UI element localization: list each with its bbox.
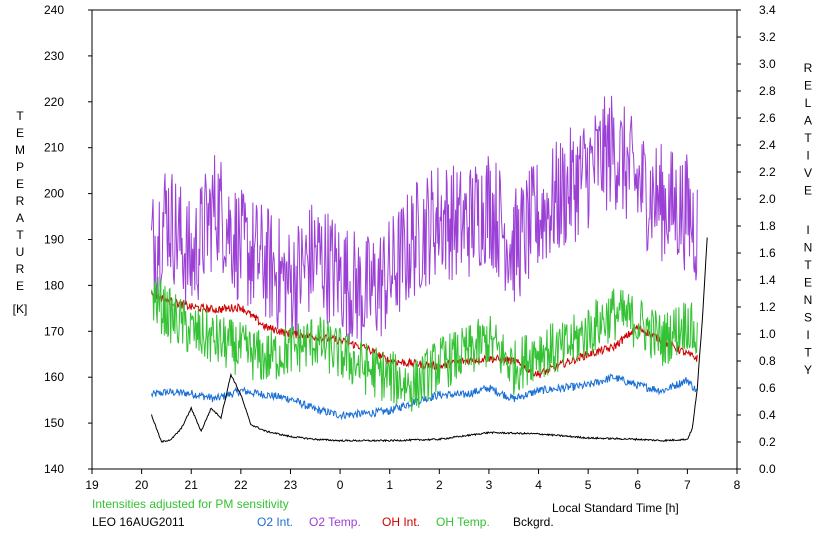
right-axis-title-letter: T — [804, 258, 812, 272]
y-right-tick-label: 3.0 — [759, 57, 776, 71]
x-tick-label: 6 — [634, 478, 641, 492]
right-axis-title-letter: L — [805, 96, 812, 110]
x-tick-label: 3 — [486, 478, 493, 492]
right-axis-title-letter: A — [804, 114, 812, 128]
x-tick-label: 22 — [234, 478, 248, 492]
y-left-tick-label: 220 — [44, 95, 64, 109]
x-tick-label: 20 — [135, 478, 149, 492]
y-left-tick-label: 150 — [44, 416, 64, 430]
legend-oh-int: OH Int. — [382, 515, 420, 529]
right-axis-title-letter: S — [804, 311, 812, 325]
note-text: Intensities adjusted for PM sensitivity — [92, 497, 289, 511]
y-right-tick-label: 0.8 — [759, 354, 776, 368]
right-axis-title-letter: E — [804, 276, 812, 290]
y-right-tick-label: 0.0 — [759, 462, 776, 476]
y-right-tick-label: 1.0 — [759, 327, 776, 341]
right-axis-title-letter: V — [804, 166, 812, 180]
y-left-tick-label: 170 — [44, 324, 64, 338]
right-axis-title-letter: N — [804, 241, 813, 255]
x-tick-label: 19 — [85, 478, 99, 492]
y-right-tick-label: 0.6 — [759, 381, 776, 395]
right-axis-title-letter: E — [804, 184, 812, 198]
left-axis-title-letter: E — [16, 177, 24, 191]
x-tick-label: 23 — [284, 478, 298, 492]
legend-oh-temp: OH Temp. — [436, 515, 490, 529]
series-oh-temp-line — [151, 276, 698, 412]
x-tick-label: 21 — [185, 478, 199, 492]
left-axis-title-letter: A — [16, 211, 24, 225]
left-axis-title-letter: T — [16, 109, 24, 123]
left-axis-unit: [K] — [13, 302, 28, 316]
left-axis-title-letter: M — [15, 143, 25, 157]
y-right-tick-label: 1.8 — [759, 219, 776, 233]
y-right-tick-label: 0.2 — [759, 435, 776, 449]
y-left-tick-label: 200 — [44, 187, 64, 201]
legend-bckgrd: Bckgrd. — [513, 515, 554, 529]
series-o2-temp-line — [151, 95, 698, 343]
x-tick-label: 8 — [734, 478, 741, 492]
right-axis-title-letter: E — [804, 79, 812, 93]
legend-o2-temp: O2 Temp. — [309, 515, 361, 529]
right-axis-title-letter: I — [806, 328, 809, 342]
left-axis-title-letter: U — [16, 245, 25, 259]
x-tick-label: 7 — [684, 478, 691, 492]
y-left-tick-label: 160 — [44, 370, 64, 384]
left-axis-title-letter: T — [16, 228, 24, 242]
left-axis-title-letter: E — [16, 126, 24, 140]
right-axis-title-letter: N — [804, 293, 813, 307]
left-axis-title-letter: E — [16, 279, 24, 293]
x-tick-label: 0 — [337, 478, 344, 492]
right-axis-title-letter: T — [804, 131, 812, 145]
y-right-tick-label: 0.4 — [759, 408, 776, 422]
y-right-tick-label: 2.2 — [759, 165, 776, 179]
series-bckgrd-line — [151, 237, 708, 443]
x-axis-label: Local Standard Time [h] — [552, 501, 679, 515]
y-left-tick-label: 180 — [44, 278, 64, 292]
y-left-tick-label: 230 — [44, 49, 64, 63]
y-left-tick-label: 190 — [44, 233, 64, 247]
x-tick-label: 4 — [535, 478, 542, 492]
right-axis-title-letter: I — [806, 149, 809, 163]
x-tick-label: 5 — [585, 478, 592, 492]
y-left-tick-label: 210 — [44, 141, 64, 155]
y-right-tick-label: 1.2 — [759, 300, 776, 314]
y-right-tick-label: 1.4 — [759, 273, 776, 287]
right-axis-title-letter: R — [804, 61, 813, 75]
legend-o2-int: O2 Int. — [257, 515, 293, 529]
y-right-tick-label: 3.4 — [759, 3, 776, 17]
y-right-tick-label: 2.8 — [759, 84, 776, 98]
left-axis-title-letter: R — [16, 262, 25, 276]
series-o2-int-line — [151, 373, 698, 421]
y-right-tick-label: 2.6 — [759, 111, 776, 125]
right-axis-title-letter: I — [806, 223, 809, 237]
right-axis-title-letter: Y — [804, 363, 812, 377]
y-right-tick-label: 3.2 — [759, 30, 776, 44]
y-right-tick-label: 1.6 — [759, 246, 776, 260]
y-left-tick-label: 140 — [44, 462, 64, 476]
right-axis-title-letter: T — [804, 346, 812, 360]
y-right-tick-label: 2.0 — [759, 192, 776, 206]
x-tick-label: 2 — [436, 478, 443, 492]
x-tick-label: 1 — [386, 478, 393, 492]
y-left-tick-label: 240 — [44, 3, 64, 17]
left-axis-title-letter: R — [16, 194, 25, 208]
left-axis-title-letter: P — [16, 160, 24, 174]
station-label: LEO 16AUG2011 — [92, 515, 185, 529]
y-right-tick-label: 2.4 — [759, 138, 776, 152]
